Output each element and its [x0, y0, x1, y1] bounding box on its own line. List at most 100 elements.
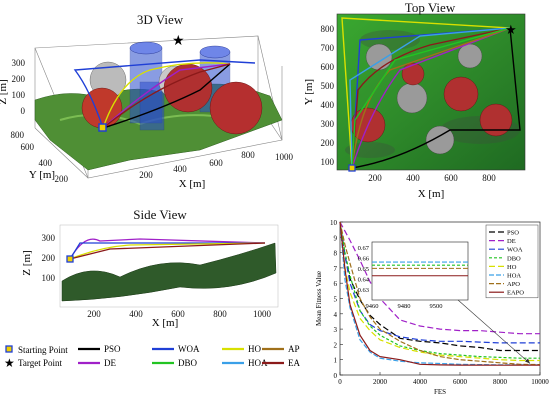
inset-x-tick-label: 9480: [398, 303, 411, 310]
y-tick-label: 0: [334, 372, 338, 380]
svg-text:200: 200: [12, 74, 26, 84]
svg-text:200: 200: [42, 253, 56, 263]
y-tick-label: 10: [330, 219, 338, 227]
side-view-paths: [69, 238, 266, 260]
inset-connector-arrow: [457, 299, 531, 364]
svg-text:800: 800: [213, 309, 227, 319]
series-line-de: [339, 221, 540, 335]
svg-text:100: 100: [12, 90, 26, 100]
svg-text:300: 300: [42, 233, 56, 243]
view-3d-title: 3D View: [136, 12, 184, 27]
top-view-paths: [341, 17, 521, 169]
y-tick-label: 2: [334, 341, 338, 349]
svg-text:400: 400: [321, 100, 335, 110]
legend-label-eapo: EAPO: [288, 358, 300, 368]
svg-text:200: 200: [87, 309, 101, 319]
svg-text:100: 100: [42, 273, 56, 283]
svg-text:700: 700: [321, 43, 335, 53]
svg-text:800: 800: [321, 24, 335, 34]
inset-y-tick-label: 0.63: [358, 287, 369, 294]
side-view-yticks: 300 200 100: [42, 233, 56, 283]
side-view-frame: [59, 224, 279, 308]
view-3d-ylabel: Y [m]: [29, 169, 55, 181]
top-view-plot: ★ 100 200 300 400 500 600 700 800 200 40…: [303, 13, 526, 200]
legend-label-ho: HO: [248, 344, 261, 354]
side-view-terrain: [61, 242, 277, 302]
svg-text:0: 0: [21, 106, 26, 116]
target-marker: ★: [172, 34, 185, 49]
svg-text:800: 800: [482, 173, 496, 183]
top-view-xticks: 200 400 600 800: [368, 173, 496, 183]
series-line-apo: [339, 221, 541, 366]
view-3d-paths: [73, 59, 256, 129]
path-legend: Starting Point ★ Target Point PSO WOA HO AP…: [0, 330, 312, 401]
svg-text:100: 100: [321, 157, 335, 167]
legend-label-woa: WOA: [178, 344, 200, 354]
svg-text:800: 800: [11, 130, 25, 140]
top-view-xlabel: X [m]: [418, 188, 445, 200]
convergence-ylabel: Mean Fitness Value: [315, 271, 323, 326]
side-view-ylabel: Z [m]: [21, 250, 33, 275]
svg-text:400: 400: [39, 158, 53, 168]
convergence-panel: 0 1 2 3 4 5 6 7 8 9 10 0 2000 4000 6000 8000 10000 FES Mea…: [300, 212, 550, 401]
view-3d-xlabel: X [m]: [179, 178, 206, 190]
convergence-chart: 0 1 2 3 4 5 6 7 8 9 10 0 2000 4000 6000 8000 10000 FES Mea…: [315, 219, 549, 396]
y-tick-label: 5: [334, 296, 338, 304]
svg-text:200: 200: [321, 138, 335, 148]
top-view-panel: Top View: [300, 0, 550, 212]
svg-text:200: 200: [139, 170, 153, 180]
svg-text:600: 600: [444, 173, 458, 183]
view-3d-plot: ★ 300 200 100 0 800 600 400 200 200 400 …: [0, 34, 294, 190]
inset-x-tick-label: 9460: [366, 303, 379, 310]
series-line-pso: [339, 221, 540, 352]
inset-y-tick-label: 0.67: [358, 245, 370, 252]
legend-label-pso: PSO: [104, 344, 121, 354]
y-tick-label: 6: [334, 280, 338, 288]
convergence-legend-label-hoa: HOA: [507, 273, 521, 280]
series-line-woa: [339, 221, 540, 344]
legend-label-apo: APO: [288, 344, 300, 354]
side-view-xlabel: X [m]: [152, 317, 179, 328]
top-view-ylabel: Y [m]: [303, 79, 315, 105]
convergence-legend-label-dbo: DBO: [507, 255, 521, 262]
series-line-eapo: [339, 221, 540, 366]
x-tick-label: 10000: [531, 378, 549, 386]
sphere-obstacles: [81, 61, 263, 135]
convergence-xlabel: FES: [434, 388, 446, 396]
top-view-yticks: 100 200 300 400 500 600 700 800: [321, 24, 335, 167]
side-view-panel: Side View 300 200 100 200 400 600 800 10…: [0, 203, 300, 329]
svg-text:1000: 1000: [253, 309, 272, 319]
convergence-legend-label-ho: HO: [507, 264, 517, 271]
top-target-marker: ★: [505, 22, 517, 37]
inset-y-tick-label: 0.66: [358, 255, 370, 262]
x-tick-label: 0: [338, 378, 342, 386]
x-tick-label: 2000: [373, 378, 388, 386]
legend-label-dbo: DBO: [178, 358, 198, 368]
side-view-xticks: 200 400 600 800 1000: [87, 309, 271, 319]
svg-text:400: 400: [173, 164, 187, 174]
inset-y-tick-label: 0.65: [358, 266, 369, 273]
legend-target-icon: ★: [4, 356, 15, 370]
side-start-marker: [66, 255, 74, 263]
svg-text:600: 600: [321, 62, 335, 72]
inset-frame: [371, 241, 469, 301]
start-marker: [98, 123, 107, 132]
svg-text:300: 300: [321, 119, 335, 129]
svg-text:1000: 1000: [275, 152, 294, 162]
convergence-legend-label-pso: PSO: [507, 230, 519, 237]
x-tick-label: 4000: [413, 378, 428, 386]
top-start-marker: [348, 164, 356, 172]
svg-text:400: 400: [406, 173, 420, 183]
y-tick-label: 9: [334, 234, 338, 242]
series-line-ho: [339, 221, 540, 362]
svg-text:600: 600: [21, 142, 35, 152]
side-view-title: Side View: [133, 207, 187, 222]
path-legend-svg: Starting Point ★ Target Point PSO WOA HO AP…: [4, 344, 312, 370]
y-tick-label: 8: [334, 250, 338, 258]
legend-start-label: Starting Point: [18, 345, 68, 355]
svg-text:400: 400: [129, 309, 143, 319]
svg-text:200: 200: [55, 174, 69, 184]
svg-text:300: 300: [12, 58, 26, 68]
y-tick-label: 7: [334, 265, 338, 273]
svg-text:600: 600: [171, 309, 185, 319]
